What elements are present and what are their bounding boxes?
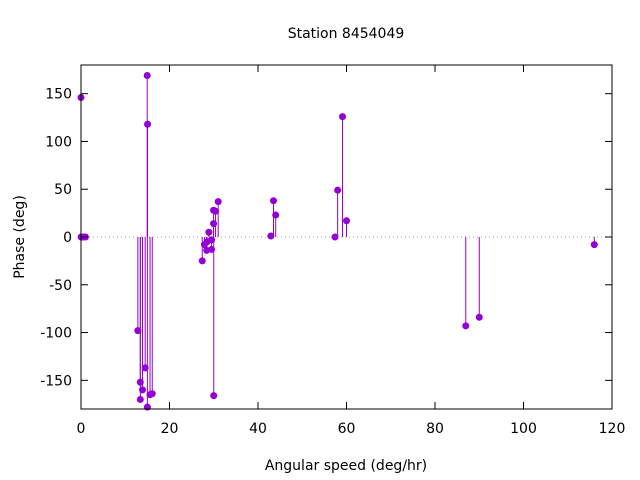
data-point (334, 186, 342, 194)
data-point (148, 390, 156, 398)
data-point (331, 233, 339, 241)
axis-ticks: 0 20 40 60 80 100 120 -150 -100 -50 0 50 100 150 (40, 65, 625, 437)
y-tick-label: 0 (63, 230, 72, 246)
x-tick-label: 20 (161, 421, 179, 437)
data-point (272, 211, 280, 219)
y-tick-label: 50 (54, 182, 72, 198)
x-axis-label: Angular speed (deg/hr) (265, 458, 427, 474)
data-point (205, 228, 213, 236)
x-tick-label: 120 (599, 421, 626, 437)
data-point (214, 198, 222, 206)
data-point (136, 395, 144, 403)
x-tick-label: 80 (426, 421, 444, 437)
y-axis-label: Phase (deg) (12, 195, 28, 279)
data-point (143, 72, 151, 80)
data-point (143, 403, 151, 411)
data-point (210, 220, 218, 228)
data-point (475, 313, 483, 321)
data-point (134, 327, 142, 335)
data-point (590, 241, 598, 249)
x-tick-label: 0 (77, 421, 86, 437)
y-tick-label: -150 (40, 373, 72, 389)
data-point (139, 386, 147, 394)
data-point (462, 322, 470, 330)
x-tick-label: 40 (249, 421, 267, 437)
data-marks (77, 72, 598, 411)
x-tick-label: 60 (338, 421, 356, 437)
data-point (267, 232, 275, 240)
x-tick-label: 100 (510, 421, 537, 437)
data-point (210, 392, 218, 400)
data-point (343, 217, 350, 225)
y-tick-label: 150 (45, 87, 72, 103)
data-point (144, 120, 152, 128)
y-tick-label: 100 (45, 134, 72, 150)
y-tick-label: -50 (49, 278, 72, 294)
y-tick-label: -100 (40, 326, 72, 342)
chart-title: Station 8454049 (288, 26, 405, 42)
data-point (269, 197, 277, 205)
data-point (198, 257, 206, 265)
plot-frame (80, 64, 613, 410)
data-point (212, 207, 220, 215)
data-point (339, 113, 347, 121)
